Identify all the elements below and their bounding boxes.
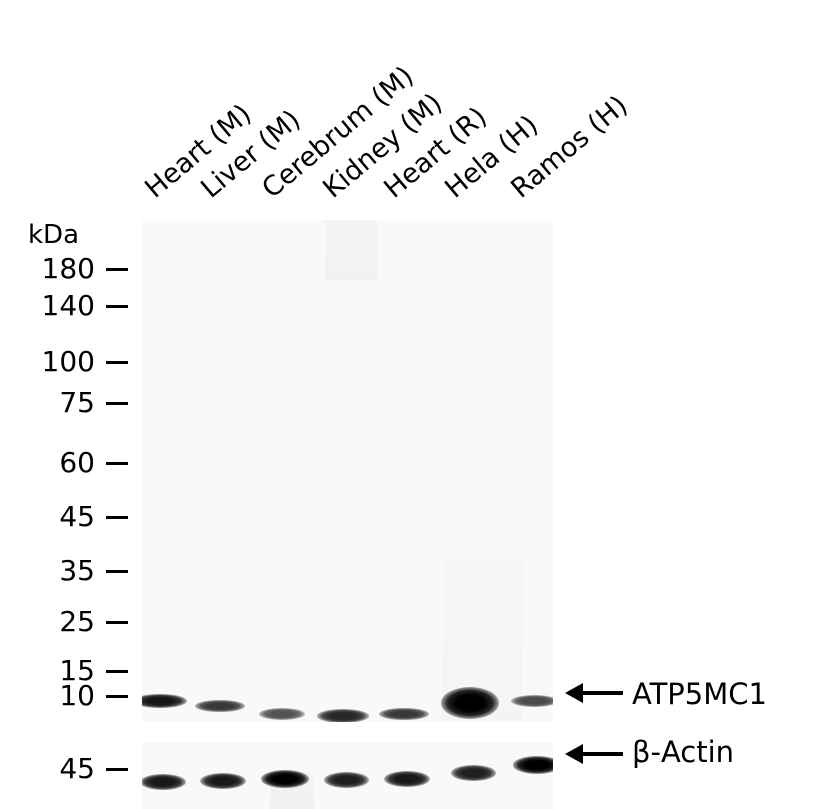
- marker-label: 140: [41, 289, 95, 322]
- marker-tick: [106, 462, 128, 465]
- marker-180: 180: [0, 254, 135, 284]
- target-label-atp5mc1: ATP5MC1: [632, 677, 767, 711]
- marker-140: 140: [0, 291, 135, 321]
- marker-tick: [106, 768, 128, 771]
- band-atp5mc1: [259, 708, 305, 720]
- marker-tick: [106, 670, 128, 673]
- marker-label: 45: [59, 752, 95, 785]
- band-actin: [200, 773, 246, 789]
- marker-label: 60: [59, 446, 95, 479]
- marker-tick: [106, 305, 128, 308]
- band-atp5mc1: [379, 707, 429, 721]
- band-atp5mc1: [441, 687, 499, 719]
- arrow-shaft: [575, 752, 623, 756]
- marker-tick: [106, 361, 128, 364]
- marker-label: 75: [59, 386, 95, 419]
- band-atp5mc1: [195, 699, 245, 713]
- marker-tick: [106, 516, 128, 519]
- arrow-head: [565, 683, 583, 703]
- marker-15: 15: [0, 656, 135, 686]
- lane-smear: [325, 220, 377, 280]
- marker-label: 35: [59, 554, 95, 587]
- band-actin: [142, 774, 186, 790]
- marker-35: 35: [0, 556, 135, 586]
- marker-label: 10: [59, 679, 95, 712]
- target-label-actin: β-Actin: [632, 735, 735, 769]
- marker-label: 45: [59, 500, 95, 533]
- marker-75: 75: [0, 388, 135, 418]
- marker-25: 25: [0, 607, 135, 637]
- marker-label: 25: [59, 605, 95, 638]
- arrow-atp5mc1: [565, 683, 625, 703]
- marker-tick: [106, 570, 128, 573]
- marker-tick: [106, 621, 128, 624]
- marker-100: 100: [0, 347, 135, 377]
- band-actin: [323, 772, 369, 788]
- band-actin: [450, 765, 496, 781]
- band-atp5mc1: [317, 709, 369, 722]
- marker-10: 10: [0, 681, 135, 711]
- marker-60: 60: [0, 448, 135, 478]
- arrow-head: [565, 744, 583, 764]
- marker-tick: [106, 402, 128, 405]
- marker-label: 100: [41, 345, 95, 378]
- marker-label: 180: [41, 252, 95, 285]
- marker-actin-45: 45: [0, 754, 135, 784]
- kda-unit-label: kDa: [28, 220, 80, 250]
- band-atp5mc1: [510, 695, 553, 707]
- marker-label: 15: [59, 654, 95, 687]
- band-actin: [384, 771, 430, 787]
- marker-45: 45: [0, 502, 135, 532]
- blot-panel-actin: [142, 742, 553, 809]
- blot-panel-atp5mc1: [142, 220, 553, 722]
- band-atp5mc1: [142, 693, 187, 709]
- arrow-actin: [565, 744, 625, 764]
- arrow-shaft: [575, 691, 623, 695]
- band-actin: [513, 756, 553, 774]
- band-actin: [261, 770, 309, 788]
- marker-tick: [106, 268, 128, 271]
- marker-tick: [106, 695, 128, 698]
